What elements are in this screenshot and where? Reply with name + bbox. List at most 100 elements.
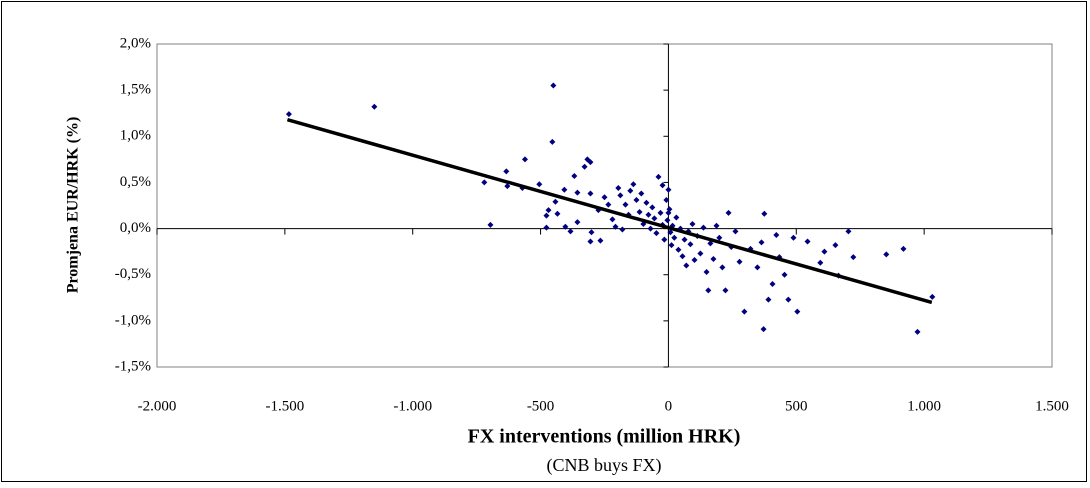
scatter-point [630,181,637,188]
scatter-point [645,211,652,218]
scatter-point [687,241,694,248]
scatter-point [667,229,674,236]
scatter-point [845,228,852,235]
scatter-point [588,229,595,236]
scatter-point [785,296,792,303]
scatter-point [521,156,528,163]
scatter-point [703,268,710,275]
scatter-point [655,173,662,180]
y-tick-label: -0,5% [115,266,151,282]
y-tick-label: 1,5% [120,82,151,98]
scatter-point [574,219,581,226]
scatter-point [481,179,488,186]
scatter-point [665,186,672,193]
scatter-point [643,199,650,206]
scatter-point [617,192,624,199]
scatter-point [587,238,594,245]
scatter-point [581,163,588,170]
scatter-point [710,256,717,263]
scatter-point [929,293,936,300]
scatter-point [601,194,608,201]
scatter-point [713,222,720,229]
scatter-point [653,230,660,237]
scatter-point [850,254,857,261]
scatter-point [562,223,569,230]
scatter-point [554,210,561,217]
scatter-point [574,189,581,196]
scatter-point [781,271,788,278]
scatter-point [549,138,556,145]
scatter-point [543,212,550,219]
scatter-point [651,215,658,222]
scatter-point [285,111,292,118]
scatter-point [705,287,712,294]
scatter-point [647,225,654,232]
x-tick-label: 1.000 [907,398,941,414]
scatter-point [675,246,682,253]
scatter-point [503,168,510,175]
scatter-point [668,242,675,249]
scatter-point [622,201,629,208]
scatter-point [659,182,666,189]
scatter-point [691,256,698,263]
scatter-point [661,236,668,243]
scatter-point [609,216,616,223]
scatter-point [821,248,828,255]
x-tick-label: 1.500 [1035,398,1069,414]
x-tick-label: 0 [665,398,673,414]
scatter-point [736,258,743,265]
scatter-point [671,234,678,241]
scatter-point [487,221,494,228]
scatter-point [773,232,780,239]
scatter-point [681,236,688,243]
scatter-point [804,238,811,245]
y-tick-label: 2,0% [120,35,151,51]
scatter-point [697,250,704,257]
scatter-point [761,210,768,217]
scatter-point [716,234,723,241]
scatter-point [765,296,772,303]
scatter-point [571,172,578,179]
scatter-point [900,245,907,252]
scatter-point [638,190,645,197]
x-tick-label: -1.000 [393,398,432,414]
scatter-point [673,214,680,221]
scatter-point [597,237,604,244]
y-tick-label: 1,0% [120,128,151,144]
y-tick-label: -1,0% [115,312,151,328]
scatter-point [536,181,543,188]
scatter-point [605,201,612,208]
scatter-point [371,103,378,110]
scatter-point [760,326,767,333]
scatter-point [550,82,557,89]
scatter-point [722,287,729,294]
scatter-point [561,186,568,193]
x-axis-note: (CNB buys FX) [546,455,661,476]
x-tick-label: -500 [527,398,555,414]
y-axis-title: Promjena EUR/HRK (%) [65,117,82,294]
scatter-point [683,262,690,269]
scatter-point [679,253,686,260]
scatter-point [883,251,890,258]
scatter-point [758,239,765,246]
y-tick-label: -1,5% [115,358,151,374]
scatter-point [504,183,511,190]
scatter-point [700,224,707,231]
scatter-point [790,234,797,241]
scatter-point [636,208,643,215]
scatter-point [543,224,550,231]
x-tick-label: 500 [785,398,808,414]
y-tick-label: 0,5% [120,174,151,190]
trend-line [286,117,933,305]
scatter-point [612,223,619,230]
scatter-point [545,207,552,214]
scatter-point [587,159,594,166]
scatter-point [615,184,622,191]
scatter-point [664,217,671,224]
scatter-point [817,259,824,266]
scatter-point [794,308,801,315]
scatter-point [649,204,656,211]
scatter-point [689,220,696,227]
